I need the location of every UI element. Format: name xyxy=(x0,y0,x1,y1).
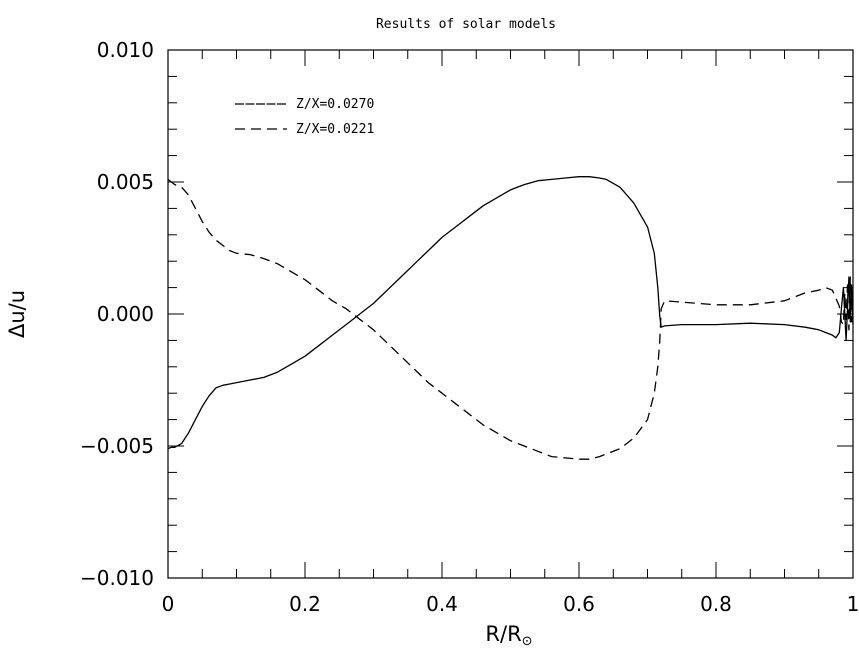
x-tick-label: 0.2 xyxy=(289,592,321,616)
y-tick-label: −0.010 xyxy=(80,566,154,590)
x-tick-label: 0 xyxy=(162,592,175,616)
x-tick-label: 1 xyxy=(847,592,859,616)
ticks-layer: 0 0.2 0.4 0.6 0.8 1 −0.010 −0.005 0.000 0.005 0.01… xyxy=(80,38,859,616)
series-line-1 xyxy=(167,176,854,450)
x-axis-label-subscript: ⊙ xyxy=(522,634,533,649)
legend: Z/X=0.0270 Z/X=0.0221 xyxy=(235,97,374,137)
chart-title: Results of solar models xyxy=(376,17,556,32)
x-axis-label: R/R⊙ xyxy=(485,622,532,649)
y-tick-label: −0.005 xyxy=(80,434,154,458)
legend-label: Z/X=0.0270 xyxy=(296,97,374,112)
legend-label: Z/X=0.0221 xyxy=(296,122,374,137)
y-tick-label: 0.000 xyxy=(97,302,154,326)
y-tick-label: 0.010 xyxy=(97,38,154,62)
x-tick-label: 0.8 xyxy=(700,592,732,616)
y-tick-label: 0.005 xyxy=(97,170,154,194)
y-axis-label: Δu/u xyxy=(5,290,29,338)
x-axis-label-main: R/R xyxy=(485,622,521,646)
series-line-2 xyxy=(167,178,854,460)
x-tick-label: 0.6 xyxy=(563,592,595,616)
plot-frame xyxy=(167,49,854,579)
series-layer xyxy=(167,176,854,460)
x-tick-label: 0.4 xyxy=(426,592,458,616)
